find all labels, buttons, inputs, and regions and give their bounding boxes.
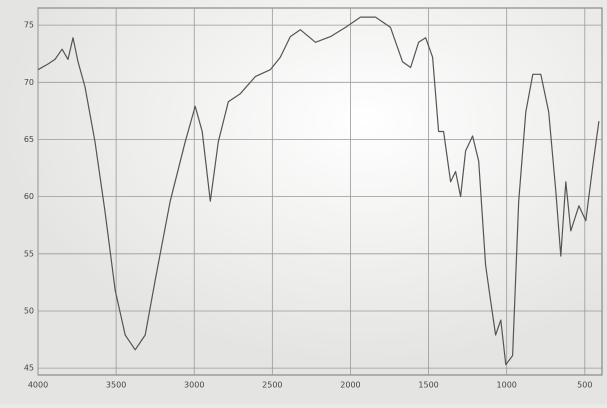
background: [0, 0, 607, 404]
x-tick-label: 2500: [262, 381, 282, 390]
x-tick-label: 2000: [340, 381, 360, 390]
y-tick-label: 55: [24, 249, 34, 258]
y-tick-label: 45: [24, 364, 34, 373]
y-tick-label: 65: [24, 135, 34, 144]
x-tick-label: 1000: [497, 381, 517, 390]
y-tick-label: 60: [24, 192, 34, 201]
x-tick-label: 3500: [106, 381, 126, 390]
x-tick-label: 4000: [28, 381, 48, 390]
x-tick-label: 1500: [418, 381, 438, 390]
chart: 45 50 55 60 65 70 75 4000 3500 3000 2500 2000 1500 10…: [0, 0, 607, 404]
x-tick-label: 3000: [184, 381, 204, 390]
y-tick-label: 50: [24, 306, 34, 315]
x-tick-label: 500: [577, 381, 592, 390]
y-tick-label: 75: [24, 21, 34, 30]
y-tick-label: 70: [24, 78, 34, 87]
